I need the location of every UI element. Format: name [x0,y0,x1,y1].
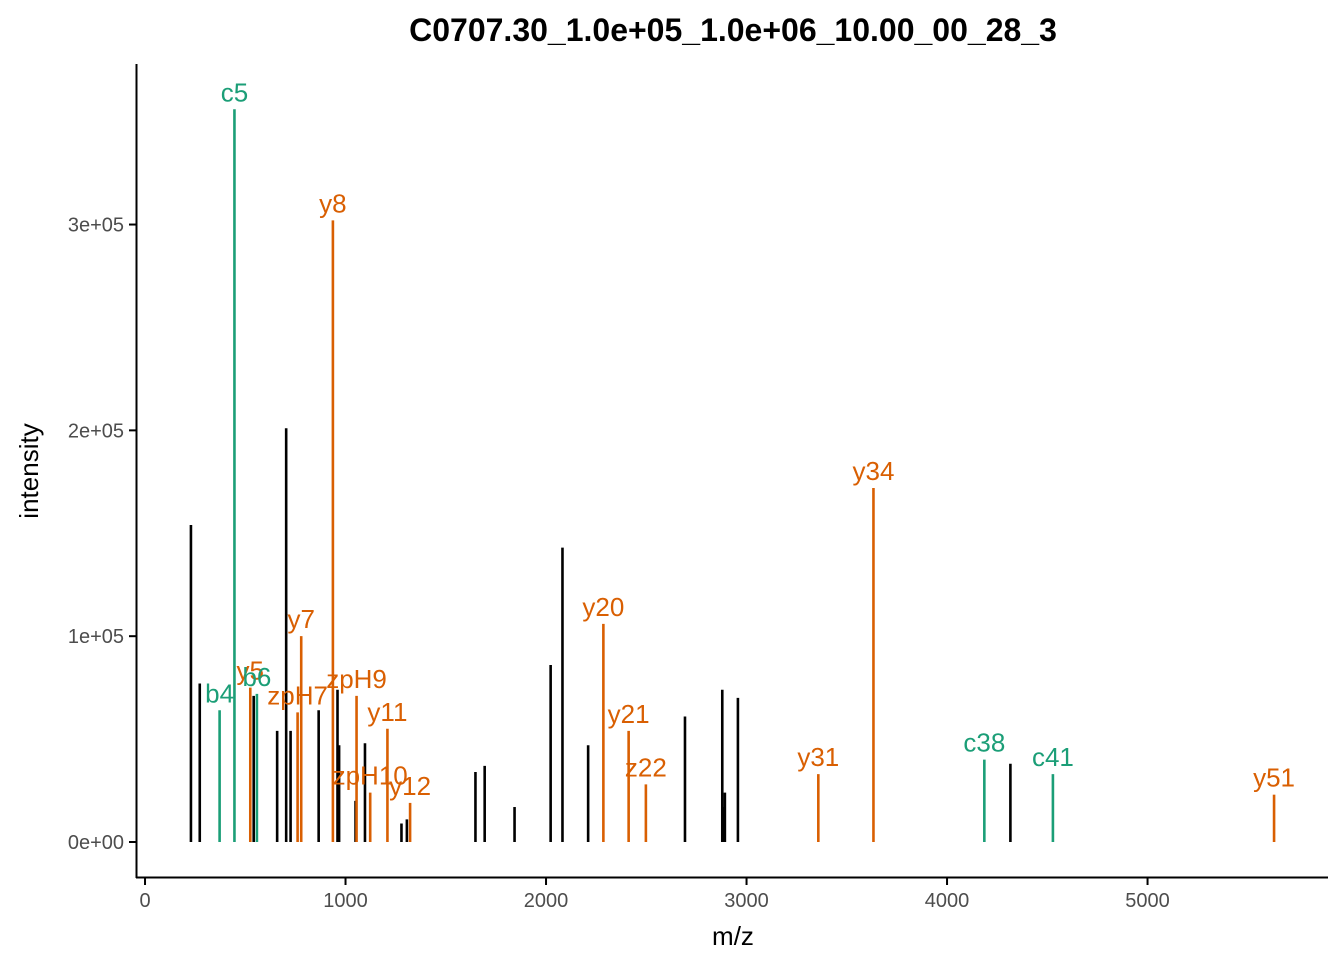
peak-label: y51 [1253,763,1295,793]
x-tick-label: 5000 [1125,890,1170,912]
peak-label: y8 [319,188,346,218]
peak-label: zpH7 [267,680,328,710]
x-axis-ticks: 0 1000 2000 3000 4000 5000 [139,878,1170,912]
peak-label: y11 [367,697,407,727]
x-tick-label: 1000 [323,890,368,912]
peak-label: y20 [582,592,624,622]
y-tick-label: 2e+05 [68,420,124,442]
peak-label: b4 [205,678,234,708]
peak-label: c41 [1032,742,1074,772]
peak-label: y12 [389,771,431,801]
peak-label: c5 [221,77,248,107]
peak-label: y34 [852,456,894,486]
peak-label: zpH10 [333,761,408,791]
chart-title: C0707.30_1.0e+05_1.0e+06_10.00_00_28_3 [409,12,1057,48]
x-axis-title: m/z [712,921,754,951]
peak-label: zpH9 [326,664,387,694]
x-tick-label: 2000 [524,890,569,912]
y-tick-label: 3e+05 [68,215,124,237]
y-axis-ticks: 0e+00 1e+05 2e+05 3e+05 [68,215,137,854]
peaks-layer [189,109,1276,843]
peak-label: z22 [625,752,667,782]
x-tick-label: 0 [139,890,150,912]
y-axis-title: intensity [14,423,44,518]
peak-label: y7 [287,604,314,634]
peak-label: y31 [797,742,839,772]
peak-label: b6 [242,662,271,692]
peak-label: y21 [608,699,650,729]
y-tick-label: 1e+05 [68,626,124,648]
peak-label: y5 [237,656,264,686]
x-tick-label: 4000 [925,890,970,912]
peak-label: c38 [963,728,1005,758]
x-tick-label: 3000 [724,890,769,912]
y-tick-label: 0e+00 [68,832,124,854]
